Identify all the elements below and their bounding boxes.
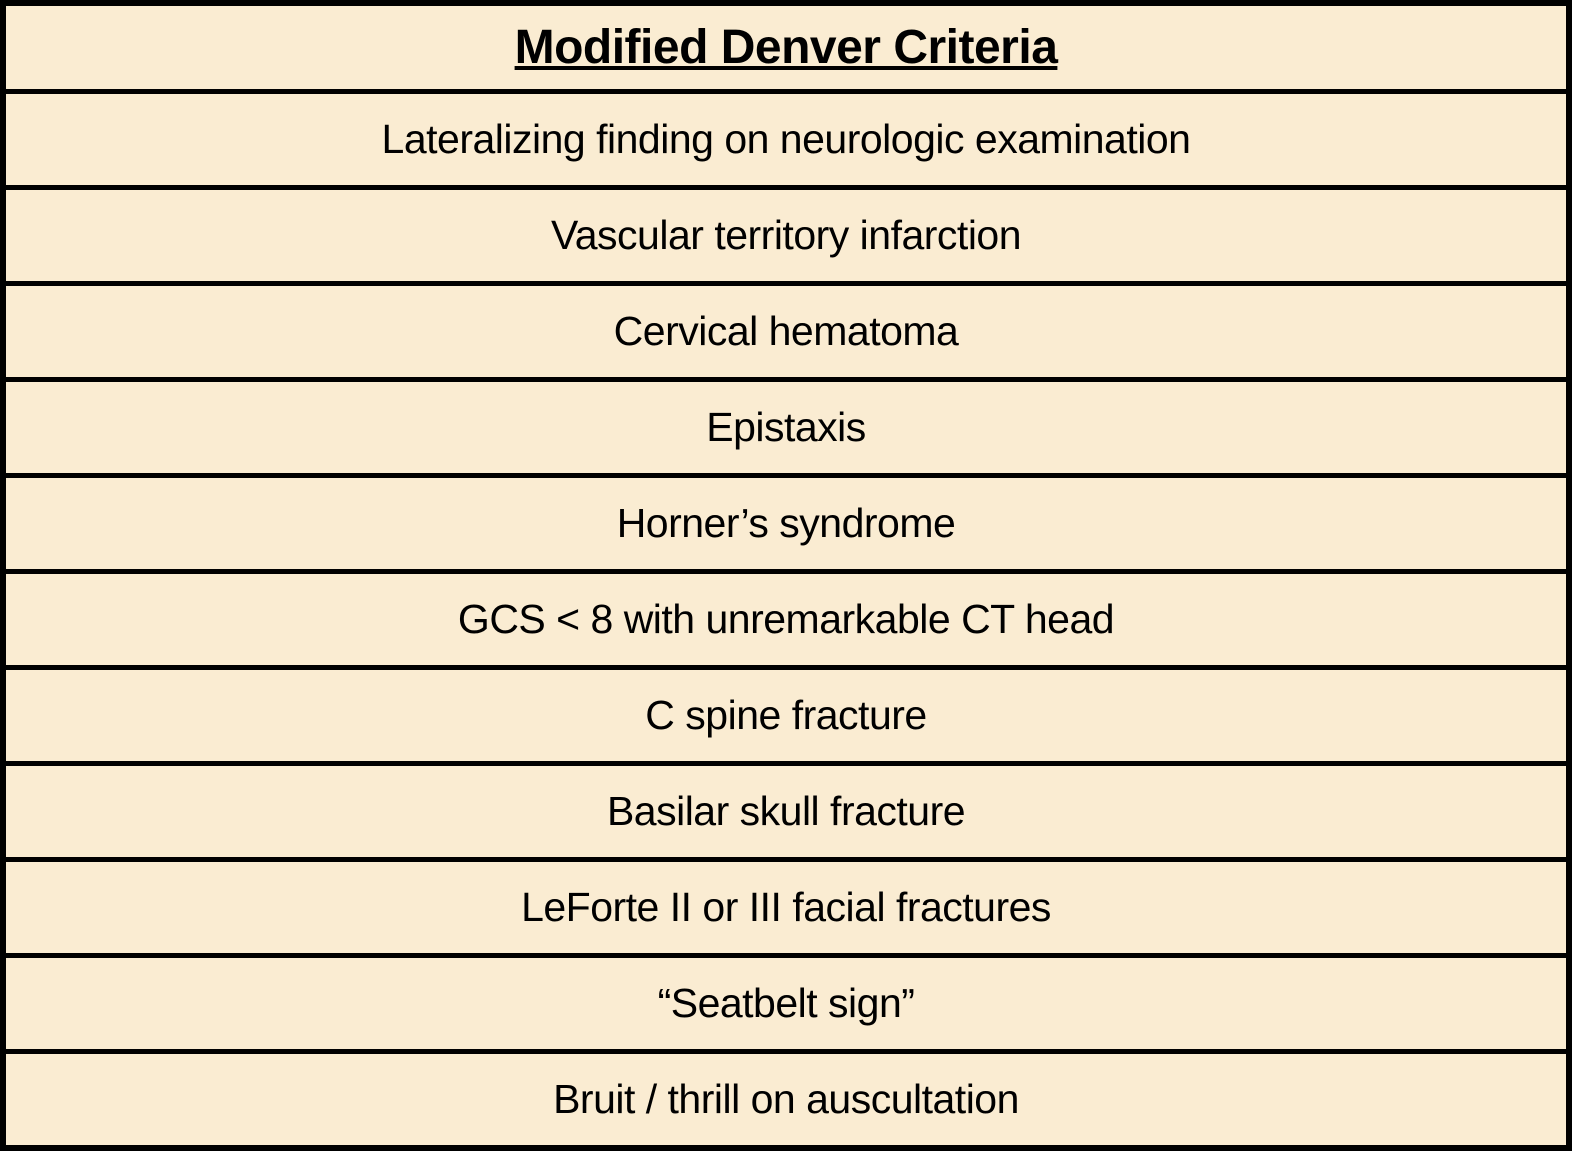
table-row: LeForte II or III facial fractures [6, 862, 1566, 958]
table-row: Epistaxis [6, 382, 1566, 478]
table-row: Horner’s syndrome [6, 478, 1566, 574]
table-row: Basilar skull fracture [6, 766, 1566, 862]
criteria-table: Modified Denver Criteria Lateralizing fi… [0, 0, 1572, 1151]
table-row: Bruit / thrill on auscultation [6, 1054, 1566, 1145]
table-row: Vascular territory infarction [6, 190, 1566, 286]
table-row: GCS < 8 with unremarkable CT head [6, 574, 1566, 670]
table-title: Modified Denver Criteria [6, 6, 1566, 94]
table-row: Lateralizing finding on neurologic exami… [6, 94, 1566, 190]
table-row: Cervical hematoma [6, 286, 1566, 382]
table-row: “Seatbelt sign” [6, 958, 1566, 1054]
table-row: C spine fracture [6, 670, 1566, 766]
